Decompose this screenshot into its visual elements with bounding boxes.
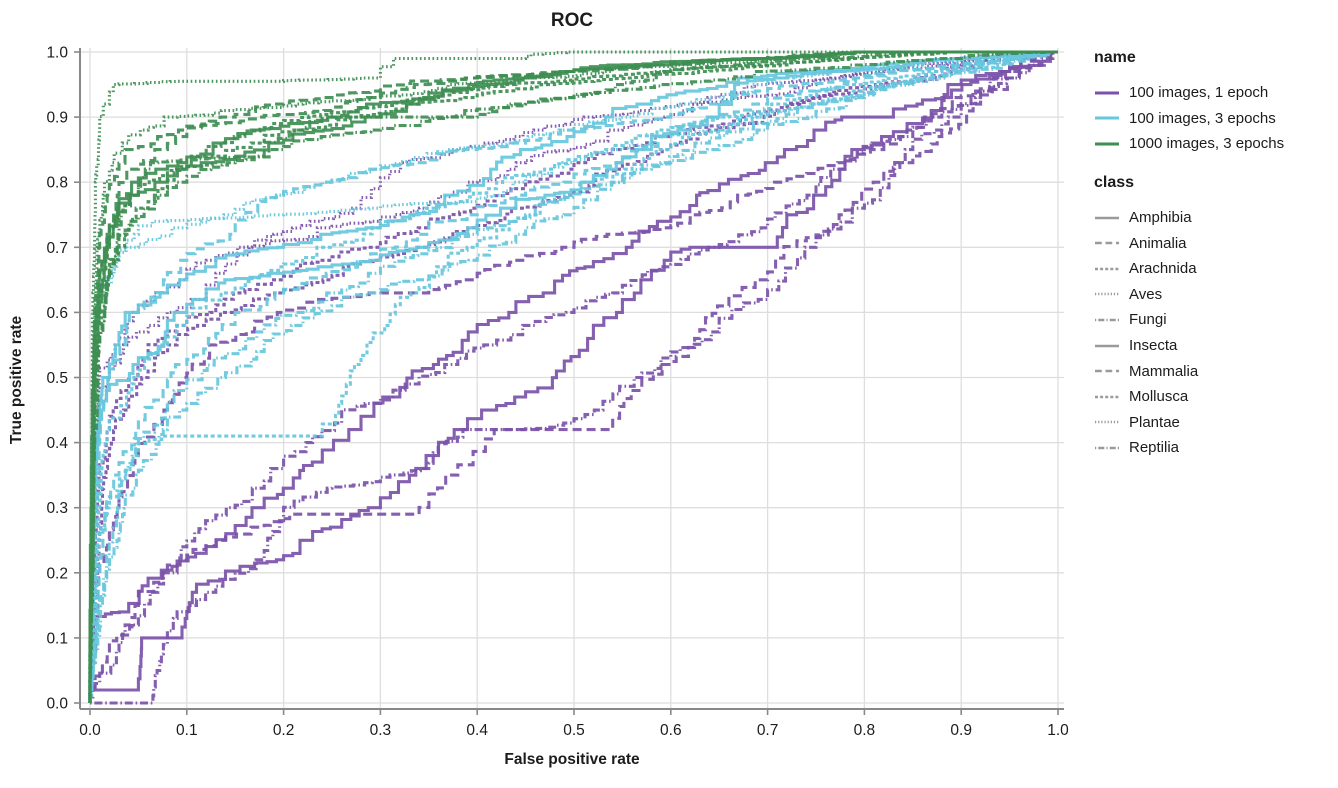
roc-curve <box>88 50 1058 703</box>
legend-line-swatch <box>1095 293 1119 296</box>
y-tick-label: 0.1 <box>46 630 68 647</box>
y-tick-label: 0.9 <box>46 110 68 127</box>
legend-item: Mollusca <box>1094 384 1336 410</box>
legend-item-label: Plantae <box>1129 413 1180 431</box>
legend-line-swatch <box>1095 446 1119 450</box>
roc-curve <box>88 50 1058 703</box>
axes: 0.0 0.1 0.2 0.3 0.4 0.5 0.6 0.7 0.8 0.9 1.0 0.0 0.1 0… <box>46 45 1069 740</box>
legend-line-swatch <box>1095 216 1119 219</box>
legend-name-items: 100 images, 1 epoch 100 images, 3 epochs 1… <box>1094 80 1336 157</box>
legend-line-swatch <box>1095 344 1119 347</box>
x-tick-label: 0.1 <box>176 722 198 739</box>
legend-item: Animalia <box>1094 230 1336 256</box>
legend-line-swatch <box>1095 116 1119 120</box>
x-tick-label: 0.4 <box>466 722 488 739</box>
roc-curve <box>88 50 1058 703</box>
legend-line-swatch <box>1095 267 1119 271</box>
roc-curve <box>88 50 1058 703</box>
x-tick-label: 0.9 <box>950 722 972 739</box>
roc-curves <box>88 50 1058 705</box>
y-tick-label: 0.5 <box>46 370 68 387</box>
legend-line-swatch <box>1095 142 1119 146</box>
legend-item: Arachnida <box>1094 256 1336 282</box>
x-tick-label: 0.3 <box>370 722 392 739</box>
x-tick-label: 0.5 <box>563 722 585 739</box>
legend-line-swatch <box>1095 318 1119 322</box>
roc-curve <box>88 50 1058 703</box>
roc-curve <box>88 50 1058 703</box>
legend-class-items: Amphibia Animalia Arachnida Aves Fungi Insect… <box>1094 205 1336 461</box>
legend-item-label: 100 images, 3 epochs <box>1129 109 1276 127</box>
y-tick-label: 0.7 <box>46 240 68 257</box>
roc-curve <box>88 50 1058 703</box>
legend-item-label: 100 images, 1 epoch <box>1129 84 1269 102</box>
roc-curve <box>88 50 1058 703</box>
legend: name 100 images, 1 epoch 100 images, 3 ep… <box>1094 48 1336 461</box>
x-tick-label: 0.6 <box>660 722 682 739</box>
roc-curve <box>88 50 1058 703</box>
y-tick-label: 0.8 <box>46 175 68 192</box>
legend-item: Aves <box>1094 282 1336 308</box>
roc-curve <box>88 50 1058 703</box>
y-tick-label: 0.0 <box>46 696 68 713</box>
y-tick-label: 1.0 <box>46 45 68 62</box>
legend-item: 100 images, 3 epochs <box>1094 106 1336 132</box>
roc-curve <box>88 50 1058 703</box>
legend-item-label: Reptilia <box>1129 439 1180 457</box>
legend-item-label: Mammalia <box>1129 362 1199 380</box>
roc-curve <box>88 50 1058 703</box>
legend-item-label: Insecta <box>1129 337 1178 355</box>
legend-line-swatch <box>1095 91 1119 95</box>
legend-item: 1000 images, 3 epochs <box>1094 131 1336 157</box>
chart-title: ROC <box>551 10 594 31</box>
legend-item-label: Animalia <box>1129 234 1187 252</box>
legend-item-label: Arachnida <box>1129 260 1197 278</box>
x-tick-label: 0.7 <box>757 722 779 739</box>
roc-plot: 0.0 0.1 0.2 0.3 0.4 0.5 0.6 0.7 0.8 0.9 1.0 0.0 0.1 0… <box>8 10 1069 768</box>
roc-curve <box>88 50 1058 703</box>
legend-class-title: class <box>1094 173 1135 191</box>
legend-item: Amphibia <box>1094 205 1336 231</box>
x-tick-label: 0.8 <box>854 722 876 739</box>
roc-curve <box>88 50 1058 703</box>
legend-item-label: Amphibia <box>1129 209 1192 227</box>
legend-line-swatch <box>1095 395 1119 398</box>
y-tick-label: 0.2 <box>46 565 68 582</box>
legend-item: Insecta <box>1094 333 1336 359</box>
roc-curve <box>88 50 1058 703</box>
legend-line-swatch <box>1095 241 1119 245</box>
x-axis-title: False positive rate <box>504 751 640 768</box>
legend-name-title: name <box>1094 49 1136 66</box>
legend-item: Plantae <box>1094 410 1336 436</box>
legend-line-swatch <box>1095 421 1119 424</box>
legend-item-label: 1000 images, 3 epochs <box>1129 135 1285 153</box>
legend-item: 100 images, 1 epoch <box>1094 80 1336 106</box>
legend-item: Reptilia <box>1094 435 1336 461</box>
legend-item-label: Fungi <box>1129 311 1167 329</box>
x-tick-label: 0.0 <box>79 722 101 739</box>
legend-item-label: Aves <box>1129 285 1163 303</box>
y-tick-label: 0.3 <box>46 500 68 517</box>
roc-curve <box>90 50 1058 705</box>
gridlines <box>80 48 1064 709</box>
legend-line-swatch <box>1095 369 1119 373</box>
roc-curve <box>88 50 1058 703</box>
x-tick-label: 0.2 <box>273 722 295 739</box>
legend-item: Fungi <box>1094 307 1336 333</box>
roc-curve <box>88 50 1058 703</box>
legend-item: Mammalia <box>1094 358 1336 384</box>
y-axis-title: True positive rate <box>8 315 25 444</box>
roc-curve <box>88 50 1058 703</box>
roc-curve <box>88 50 1058 703</box>
legend-item-label: Mollusca <box>1129 388 1189 406</box>
y-tick-label: 0.6 <box>46 305 68 322</box>
x-tick-label: 1.0 <box>1047 722 1069 739</box>
y-tick-label: 0.4 <box>46 435 68 452</box>
roc-curve <box>88 50 1058 703</box>
